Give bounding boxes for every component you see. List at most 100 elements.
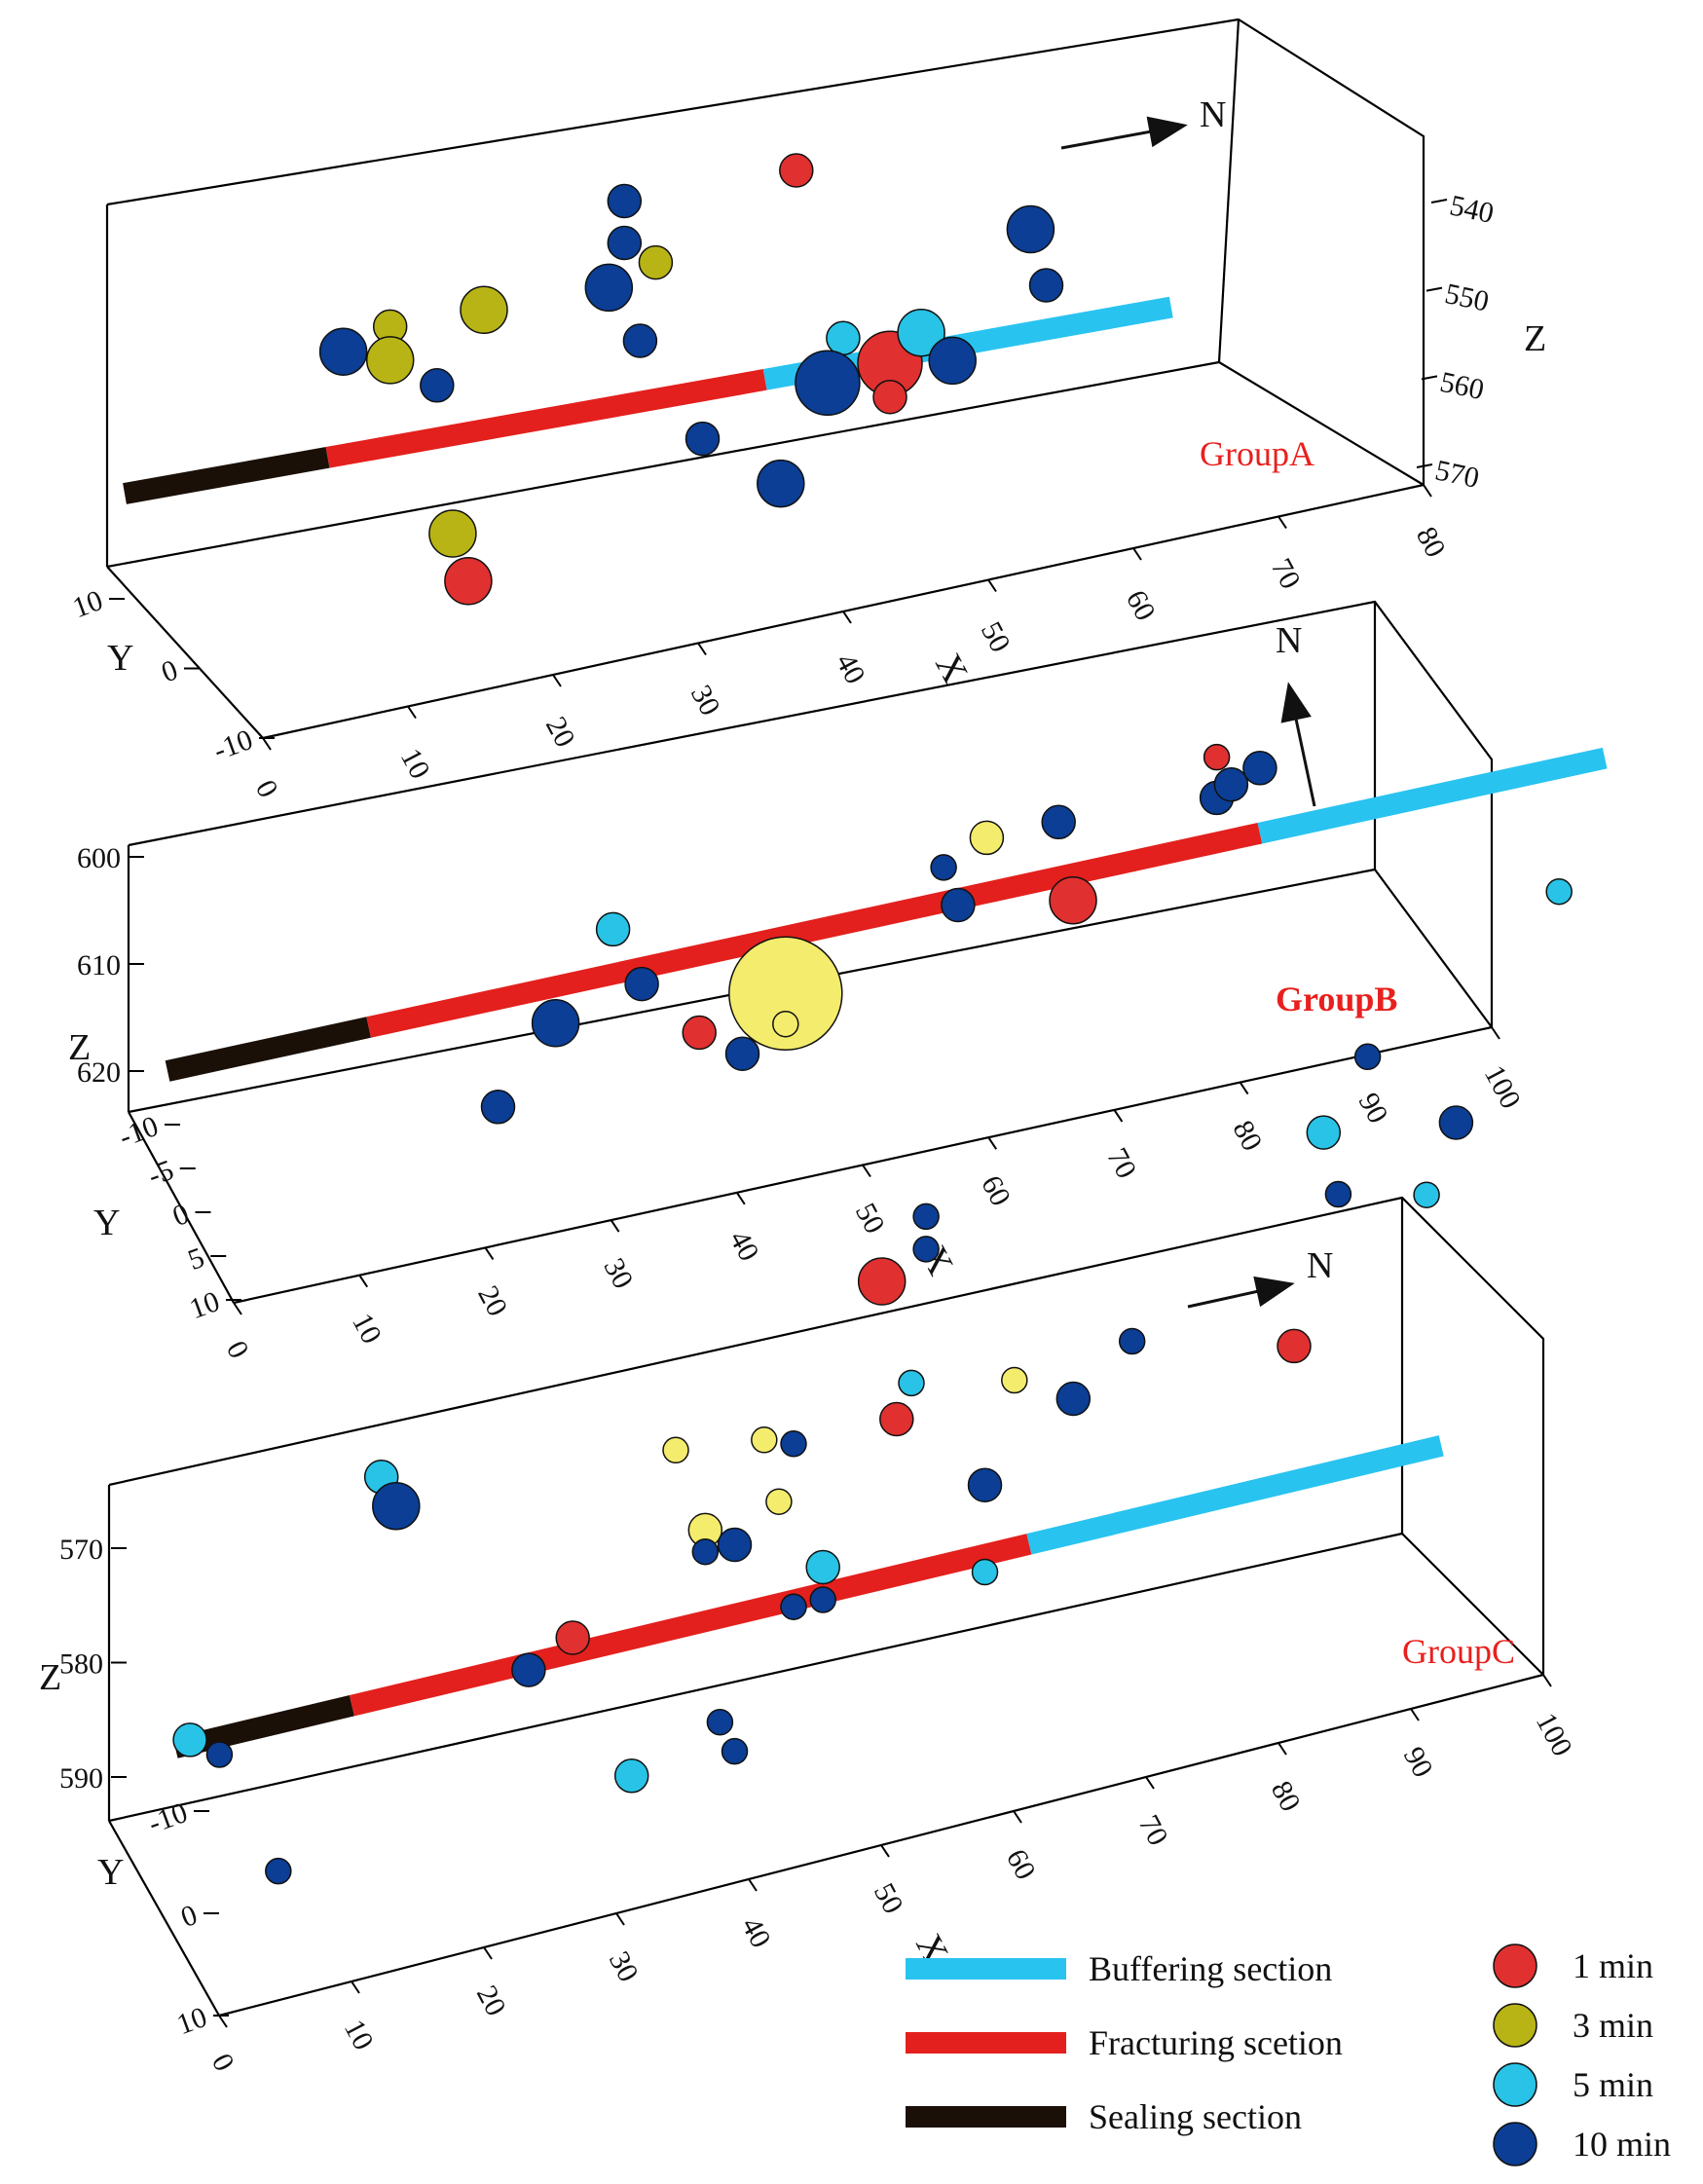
north-label: N [1307, 1245, 1333, 1286]
x-tick-mark [358, 1275, 369, 1288]
north-label: N [1276, 620, 1302, 661]
x-tick-mark [218, 2015, 228, 2028]
event-marker-3min [662, 1436, 689, 1464]
event-marker-10min [531, 999, 580, 1048]
event-marker-10min [780, 1430, 807, 1458]
event-marker-10min [420, 368, 455, 403]
x-tick-label: 40 [723, 1226, 765, 1267]
z-tick-label: 600 [77, 842, 121, 874]
event-marker-5min [1413, 1181, 1440, 1208]
event-marker-1min [555, 1620, 590, 1655]
event-marker-10min [372, 1481, 421, 1531]
x-tick-label: 100 [1530, 1708, 1578, 1761]
z-axis-label: Z [1524, 318, 1546, 359]
event-marker-10min [624, 966, 659, 1002]
event-marker-10min [691, 1537, 720, 1566]
event-marker-10min [912, 1203, 940, 1231]
y-tick-label: 0 [157, 653, 181, 688]
z-tick-label: 540 [1447, 189, 1497, 230]
box-back-edges [108, 1196, 1545, 1675]
legend-marker-10min [1493, 2122, 1537, 2166]
legend-marker-5min [1493, 2062, 1537, 2107]
event-marker-5min [897, 308, 945, 357]
z-tick-label: 560 [1437, 366, 1487, 407]
x-tick-label: 30 [603, 1946, 645, 1987]
x-tick-label: 80 [1226, 1115, 1268, 1156]
x-tick-label: 80 [1265, 1776, 1307, 1817]
x-tick-mark [987, 578, 997, 593]
event-marker-5min [805, 1549, 840, 1585]
event-marker-10min [967, 1467, 1003, 1502]
y-axis-label: Y [107, 638, 133, 679]
z-tick-label: 610 [77, 949, 121, 981]
event-marker-10min [795, 350, 861, 417]
x-tick-label: 40 [830, 648, 871, 689]
x-tick-mark [1013, 1810, 1022, 1824]
legend-label-10min: 10 min [1573, 2125, 1671, 2164]
x-tick-label: 90 [1397, 1742, 1439, 1783]
x-tick-label: 10 [338, 2015, 380, 2055]
y-tick-label: 5 [184, 1241, 208, 1277]
event-marker-3min [460, 285, 508, 335]
event-marker-1min [682, 1015, 717, 1051]
z-axis-label: Z [68, 1027, 91, 1068]
x-tick-label: 60 [1120, 585, 1162, 626]
event-marker-3min [428, 509, 477, 558]
legend-label-buffering: Buffering section [1089, 1949, 1332, 1988]
y-axis-label: Y [97, 1852, 124, 1893]
z-tick-label: 590 [59, 1762, 103, 1795]
event-marker-1min [444, 557, 493, 606]
event-marker-1min [1049, 875, 1097, 925]
group-label: GroupA [1200, 434, 1314, 473]
sealing-section-line [123, 447, 330, 504]
event-marker-10min [511, 1652, 546, 1687]
x-tick-label: 40 [735, 1912, 777, 1953]
x-tick-label: 50 [868, 1878, 909, 1919]
x-tick-mark [262, 737, 272, 751]
event-marker-5min [898, 1369, 925, 1397]
z-tick-label: 570 [1432, 454, 1482, 495]
y-tick-label: -10 [209, 723, 257, 767]
event-marker-10min [941, 887, 976, 923]
x-tick-mark [1145, 1776, 1155, 1790]
legend-marker-1min [1493, 1943, 1537, 1988]
group-label: GroupC [1402, 1632, 1515, 1671]
event-marker-1min [872, 379, 907, 415]
event-marker-1min [1277, 1328, 1312, 1364]
buffering-section-line [1026, 1435, 1444, 1555]
box-floor-left-edge [108, 1820, 220, 2017]
north-arrow-head [1280, 682, 1312, 723]
event-marker-10min [1438, 1105, 1474, 1140]
box-front-bottom-edge [106, 360, 1220, 569]
x-tick-label: 60 [975, 1170, 1017, 1211]
x-tick-label: 70 [1132, 1810, 1174, 1851]
x-tick-mark [610, 1219, 620, 1233]
x-tick-mark [1410, 1708, 1420, 1721]
event-marker-10min [1324, 1180, 1352, 1208]
x-tick-mark [233, 1302, 242, 1315]
x-tick-mark [1542, 1674, 1552, 1687]
x-tick-mark [1132, 547, 1142, 561]
event-marker-10min [607, 225, 643, 261]
event-marker-10min [724, 1036, 760, 1071]
event-marker-3min [728, 936, 843, 1052]
y-tick-label: 10 [185, 1285, 223, 1325]
x-tick-mark [351, 1980, 360, 1994]
event-marker-5min [172, 1722, 207, 1758]
fracturing-section-line [325, 369, 767, 468]
x-tick-label: 70 [1265, 553, 1307, 594]
event-marker-10min [1055, 1381, 1092, 1417]
event-marker-3min [365, 336, 415, 385]
event-marker-10min [717, 1527, 753, 1563]
event-marker-10min [809, 1586, 836, 1613]
box-floor-left-edge [106, 566, 264, 739]
event-marker-10min [318, 327, 368, 376]
x-tick-label: 0 [249, 775, 284, 803]
buffering-section-line [1257, 747, 1608, 844]
x-tick-mark [1113, 1109, 1124, 1123]
x-tick-mark [1277, 1742, 1287, 1756]
box-front-bottom-edge [108, 1532, 1403, 1823]
event-marker-10min [265, 1857, 292, 1885]
x-tick-mark [1423, 484, 1432, 498]
